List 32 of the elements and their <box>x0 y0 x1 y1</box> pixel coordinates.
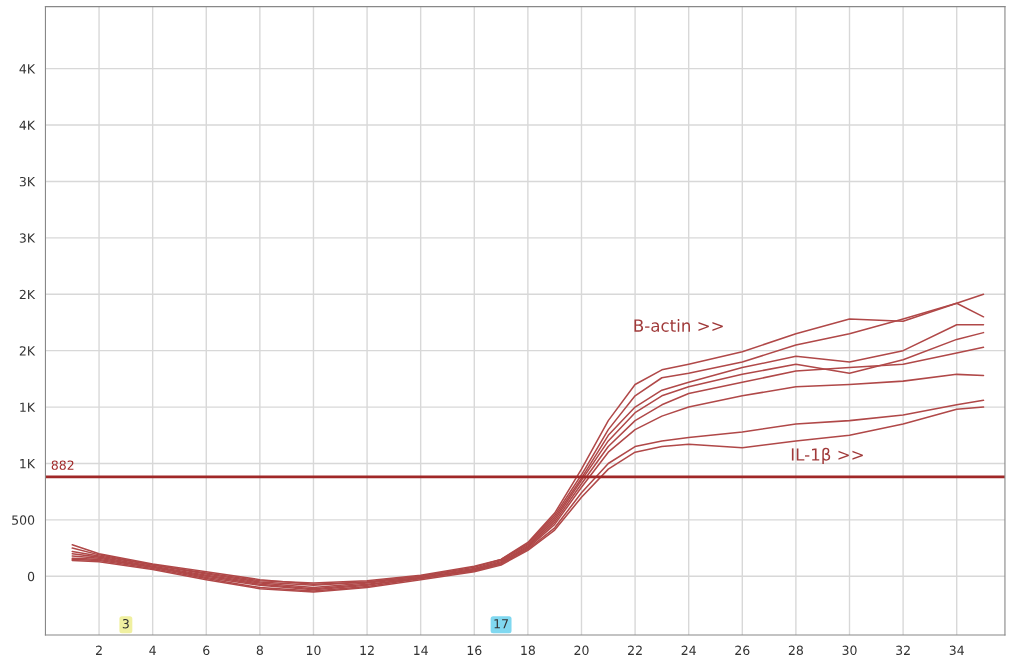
annotation: B-actin >> <box>634 318 723 332</box>
y-tick-label: 500 <box>12 515 35 525</box>
x-tick-label: 6 <box>203 645 210 656</box>
x-tick-label: 30 <box>842 645 857 656</box>
x-tick-label: 8 <box>256 645 263 656</box>
x-tick-label: 28 <box>788 645 803 656</box>
x-tick-label: 2 <box>95 645 102 655</box>
x-tick-label: 16 <box>467 645 482 656</box>
y-tick-label: 2K <box>19 289 36 300</box>
x-tick-label: 26 <box>735 645 750 656</box>
annotation: 17 <box>494 619 508 629</box>
y-tick-label: 4K <box>19 120 36 130</box>
x-tick-label: 14 <box>414 645 428 655</box>
y-tick-label: 1K <box>20 459 36 469</box>
x-tick-label: 4 <box>149 645 156 655</box>
x-tick-label: 32 <box>896 645 910 656</box>
y-tick-label: 3K <box>19 176 36 187</box>
y-tick-label: 0 <box>27 571 35 582</box>
annotation: IL-1β >> <box>791 447 863 464</box>
x-tick-label: 34 <box>949 645 964 656</box>
annotation: 3 <box>122 618 129 629</box>
y-tick-label: 4K <box>19 64 36 74</box>
x-tick-label: 20 <box>574 645 589 656</box>
x-tick-label: 24 <box>681 645 696 655</box>
y-tick-label: 3K <box>19 233 36 243</box>
y-tick-label: 1K <box>20 402 36 412</box>
ref-line-label: 882 <box>51 460 74 470</box>
x-tick-label: 22 <box>628 645 642 655</box>
y-tick-label: 2K <box>19 346 36 356</box>
x-tick-label: 18 <box>521 645 535 656</box>
x-tick-label: 10 <box>306 645 321 656</box>
x-tick-label: 12 <box>360 645 374 655</box>
